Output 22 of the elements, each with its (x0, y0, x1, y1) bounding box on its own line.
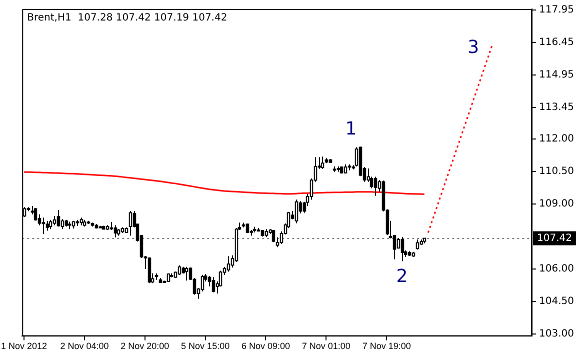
y-tick-label: 106.00 (539, 264, 574, 275)
y-tick-label: 112.00 (539, 134, 574, 145)
x-tick-label: 5 Nov 15:00 (181, 341, 230, 352)
y-tick-label: 114.95 (539, 70, 574, 81)
x-tick-label: 6 Nov 09:00 (241, 341, 290, 352)
x-tick-label: 2 Nov 04:00 (60, 341, 109, 352)
x-tick-label: 7 Nov 01:00 (302, 341, 350, 352)
chart-title: Brent,H1 107.28 107.42 107.19 107.42 (27, 12, 228, 24)
y-tick-label: 110.50 (539, 166, 574, 178)
x-tick-label: 2 Nov 20:00 (120, 341, 170, 352)
x-tick-label: 7 Nov 19:00 (362, 341, 411, 352)
annotation: 1 (345, 118, 357, 140)
annotation: 3 (468, 36, 480, 58)
y-tick-label: 104.50 (539, 296, 574, 308)
y-tick-label: 117.95 (539, 4, 574, 16)
y-tick-label: 109.00 (539, 198, 574, 210)
ref-line-label: 107.42 (537, 232, 572, 244)
y-tick-label: 116.45 (539, 37, 574, 48)
annotation: 2 (396, 266, 408, 287)
x-tick-label: 1 Nov 2012 (1, 341, 48, 352)
y-tick-label: 103.00 (539, 328, 574, 340)
y-tick-label: 113.45 (539, 102, 574, 114)
